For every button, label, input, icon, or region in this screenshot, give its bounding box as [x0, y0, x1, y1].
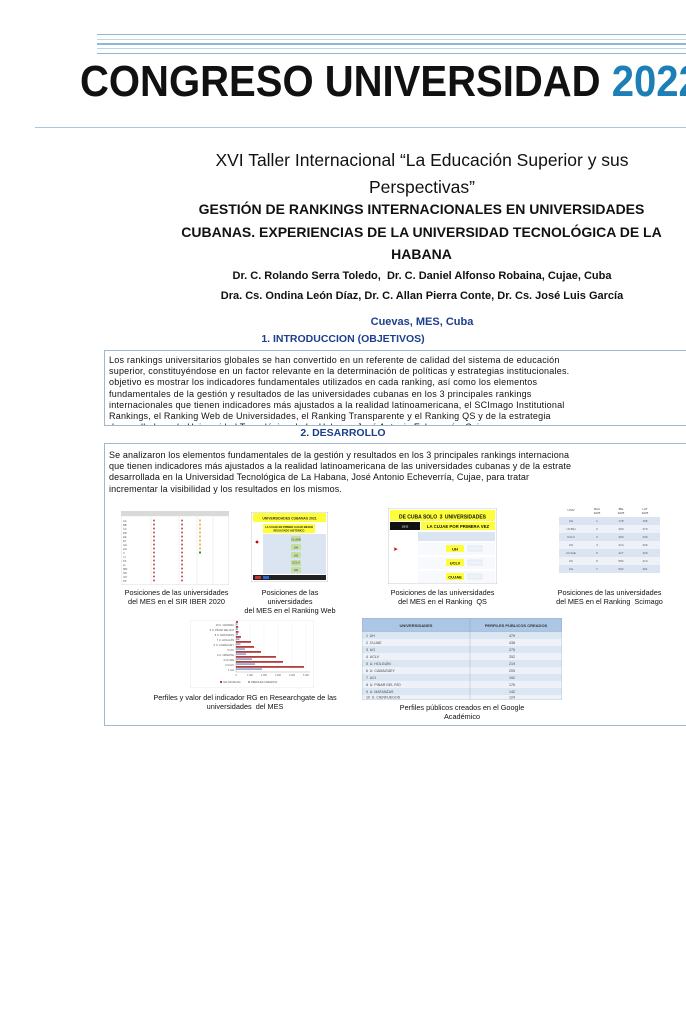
svg-text:2 CUJAE: 2 CUJAE: [366, 641, 382, 645]
svg-text:6 U. CAMAGÜEY: 6 U. CAMAGÜEY: [214, 643, 235, 647]
svg-text:PERFILES PÚBLICOS CREADOS: PERFILES PÚBLICOS CREADOS: [485, 623, 548, 628]
svg-text:236: 236: [642, 535, 647, 539]
svg-text:FF: FF: [123, 539, 127, 543]
svg-text:479: 479: [509, 634, 515, 638]
svg-text:UO: UO: [569, 543, 574, 547]
svg-text:UH: UH: [569, 519, 573, 523]
svg-text:OO: OO: [123, 575, 127, 579]
svg-text:2 UCLV: 2 UCLV: [225, 663, 234, 667]
svg-text:EE: EE: [123, 535, 127, 539]
svg-text:UCLV: UCLV: [292, 560, 300, 564]
svg-text:CUJAE: CUJAE: [448, 574, 462, 579]
svg-text:AA: AA: [123, 519, 127, 523]
svg-text:10 U. CIENFUEGOS: 10 U. CIENFUEGOS: [366, 696, 401, 700]
svg-text:UH: UH: [452, 546, 458, 551]
svg-text:KK: KK: [123, 559, 127, 563]
svg-text:2025: 2025: [594, 511, 601, 515]
svg-text:LA CUJAE EN PRIMER LUGAR MEJOR: LA CUJAE EN PRIMER LUGAR MEJOR: [265, 525, 313, 529]
svg-text:2025: 2025: [618, 511, 625, 515]
svg-text:3 UO: 3 UO: [366, 648, 375, 652]
svg-text:DE CUBA SOLO 3 UNIVERSIDADES: DE CUBA SOLO 3 UNIVERSIDADES: [399, 514, 487, 520]
svg-text:1 UH: 1 UH: [366, 634, 375, 638]
svg-text:UG: UG: [569, 567, 574, 571]
svg-text:8 U. PINAR DEL RÍO: 8 U. PINAR DEL RÍO: [366, 683, 401, 687]
svg-text:370: 370: [642, 527, 647, 531]
svg-text:GG: GG: [123, 543, 127, 547]
svg-text:329: 329: [642, 551, 647, 555]
svg-text:5.000: 5.000: [303, 674, 310, 677]
svg-text:CC: CC: [123, 527, 127, 531]
svg-text:UCLV: UCLV: [450, 560, 461, 565]
svg-text:5 U. HOLGUÍN: 5 U. HOLGUÍN: [366, 662, 391, 666]
svg-text:142: 142: [509, 690, 515, 694]
svg-text:NN: NN: [123, 571, 127, 575]
svg-text:192: 192: [509, 676, 515, 680]
svg-text:BB: BB: [123, 523, 127, 527]
svg-text:326: 326: [642, 543, 647, 547]
svg-text:176: 176: [509, 683, 515, 687]
svg-text:28/10: 28/10: [402, 525, 409, 529]
svg-text:PERFILES CREADOS: PERFILES CREADOS: [251, 680, 277, 684]
svg-text:PP: PP: [123, 579, 127, 583]
svg-text:417: 417: [618, 551, 623, 555]
svg-text:HH: HH: [123, 547, 127, 551]
svg-text:4.000: 4.000: [289, 674, 296, 677]
svg-text:UO: UO: [294, 568, 299, 572]
svg-text:DD: DD: [123, 531, 127, 535]
svg-text:LA CUJAE POR PRIMERA VEZ: LA CUJAE POR PRIMERA VEZ: [427, 524, 490, 529]
svg-text:8 U. MATANZAS: 8 U. MATANZAS: [215, 633, 234, 637]
svg-text:3 CUJAE: 3 CUJAE: [223, 658, 234, 662]
svg-text:UNIVERSIDADES CUBANAS 2021: UNIVERSIDADES CUBANAS 2021: [262, 517, 316, 521]
svg-text:562: 562: [618, 567, 623, 571]
svg-text:1 UH: 1 UH: [228, 668, 234, 672]
svg-text:584: 584: [618, 559, 623, 563]
svg-text:124: 124: [509, 696, 515, 700]
svg-text:VALOR DE RG: VALOR DE RG: [223, 680, 241, 684]
svg-text:5 UCI: 5 UCI: [227, 648, 234, 652]
svg-text:205: 205: [509, 669, 515, 673]
svg-text:6 U. CAMAGÜEY: 6 U. CAMAGÜEY: [366, 669, 396, 673]
svg-text:219: 219: [509, 662, 515, 666]
svg-text:2025: 2025: [642, 511, 649, 515]
svg-text:9 U. MATANZAS: 9 U. MATANZAS: [366, 690, 394, 694]
svg-text:➤: ➤: [393, 547, 398, 553]
svg-text:CUJAE: CUJAE: [566, 551, 576, 555]
svg-text:275: 275: [509, 648, 515, 652]
svg-text:MM: MM: [123, 567, 127, 571]
svg-text:414: 414: [618, 543, 623, 547]
svg-text:UO: UO: [294, 553, 299, 557]
svg-text:7 U. HOLGUÍN: 7 U. HOLGUÍN: [217, 638, 234, 642]
svg-text:178: 178: [618, 519, 623, 523]
svg-text:2.000: 2.000: [261, 674, 268, 677]
svg-text:4 UCLV: 4 UCLV: [366, 655, 380, 659]
svg-text:438: 438: [509, 641, 515, 645]
svg-text:UCMH: UCMH: [567, 527, 576, 531]
svg-text:4 U. ORIENTE: 4 U. ORIENTE: [217, 653, 234, 657]
svg-text:413: 413: [642, 559, 647, 563]
svg-text:9 U. PINAR DEL RIO: 9 U. PINAR DEL RIO: [210, 628, 234, 632]
svg-text:393: 393: [618, 527, 623, 531]
svg-text:UNIVERSIDADES: UNIVERSIDADES: [400, 623, 433, 628]
svg-text:7 UCI: 7 UCI: [366, 676, 376, 680]
svg-text:UH: UH: [294, 545, 298, 549]
svg-text:393: 393: [618, 535, 623, 539]
svg-text:3.000: 3.000: [275, 674, 282, 677]
svg-text:165: 165: [642, 519, 647, 523]
svg-text:401: 401: [642, 567, 647, 571]
svg-text:10 U. GRANMA: 10 U. GRANMA: [216, 623, 235, 627]
svg-text:1.000: 1.000: [247, 674, 254, 677]
svg-text:UCLV: UCLV: [567, 535, 575, 539]
svg-text:252: 252: [509, 655, 515, 659]
svg-text:CUJAE: CUJAE: [291, 537, 301, 541]
